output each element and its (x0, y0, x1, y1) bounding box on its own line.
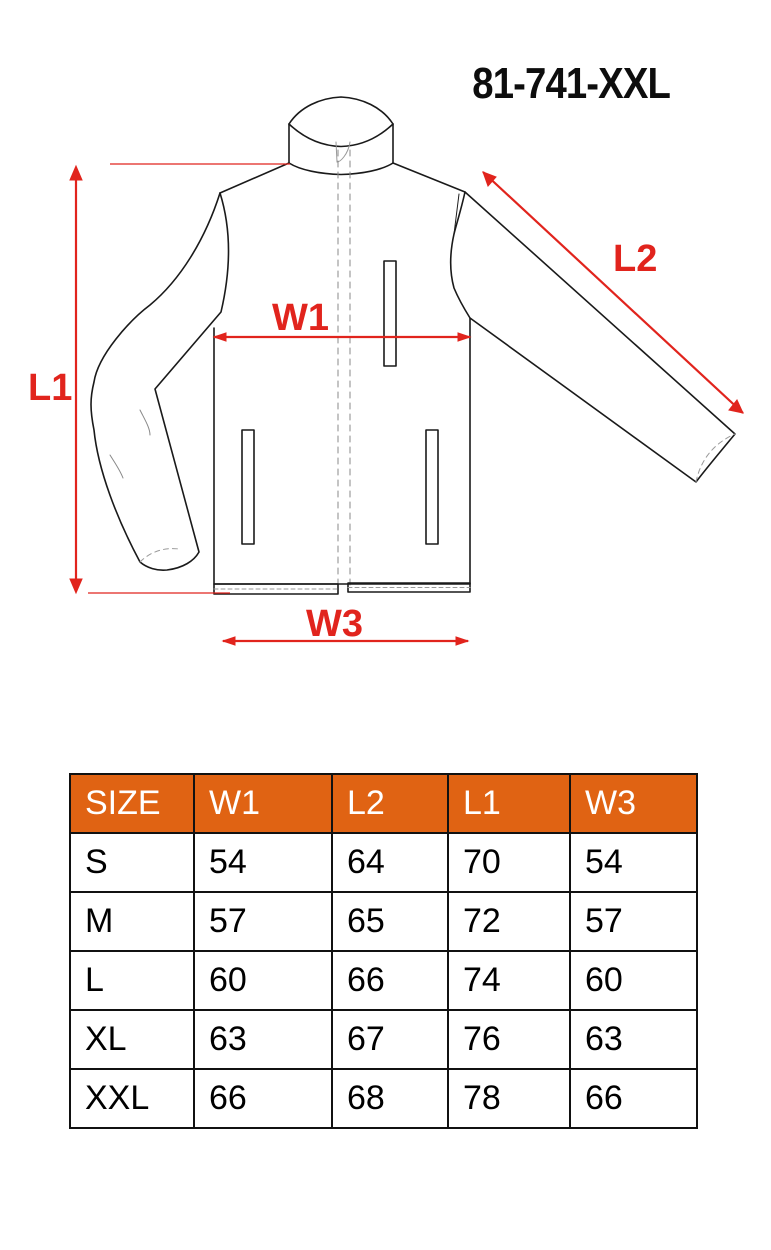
svg-text:L2: L2 (613, 238, 657, 280)
svg-text:W1: W1 (272, 297, 329, 339)
svg-text:W3: W3 (306, 603, 363, 645)
svg-text:L1: L1 (28, 367, 72, 409)
